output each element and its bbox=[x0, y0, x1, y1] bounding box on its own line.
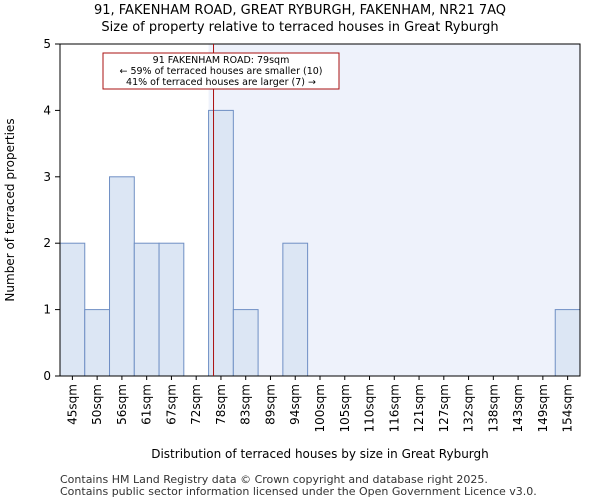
chart-title-line1: 91, FAKENHAM ROAD, GREAT RYBURGH, FAKENH… bbox=[93, 3, 507, 18]
chart-title-line2: Size of property relative to terraced ho… bbox=[101, 20, 499, 35]
bar-154sqm bbox=[554, 309, 581, 377]
bar-50sqm bbox=[84, 309, 111, 377]
y-tick-label-2: 2 bbox=[43, 236, 51, 250]
x-tick-label-132sqm: 132sqm bbox=[462, 384, 476, 432]
x-tick-label-138sqm: 138sqm bbox=[486, 384, 500, 432]
y-tick-label-1: 1 bbox=[43, 303, 51, 317]
footer-licence: Contains public sector information licen… bbox=[60, 485, 537, 498]
x-tick-label-100sqm: 100sqm bbox=[313, 384, 327, 432]
x-tick-label-83sqm: 83sqm bbox=[239, 384, 253, 425]
x-tick-label-78sqm: 78sqm bbox=[214, 384, 228, 425]
y-tick-label-0: 0 bbox=[43, 369, 51, 383]
x-tick-label-105sqm: 105sqm bbox=[338, 384, 352, 432]
x-tick-label-110sqm: 110sqm bbox=[363, 384, 377, 432]
bar-56sqm bbox=[109, 176, 135, 377]
x-tick-label-56sqm: 56sqm bbox=[115, 384, 129, 425]
bar-94sqm bbox=[282, 242, 309, 377]
footer-copyright: Contains HM Land Registry data © Crown c… bbox=[60, 473, 488, 486]
x-tick-label-149sqm: 149sqm bbox=[536, 384, 550, 432]
x-tick-label-127sqm: 127sqm bbox=[437, 384, 451, 432]
x-tick-label-94sqm: 94sqm bbox=[288, 384, 302, 425]
annotation-box bbox=[102, 52, 340, 90]
annotation-line-1: 91 FAKENHAM ROAD: 79sqm bbox=[153, 55, 290, 66]
x-tick-label-143sqm: 143sqm bbox=[511, 384, 525, 432]
x-tick-label-50sqm: 50sqm bbox=[90, 384, 104, 425]
x-tick-label-121sqm: 121sqm bbox=[412, 384, 426, 432]
x-tick-label-89sqm: 89sqm bbox=[263, 384, 277, 425]
x-tick-label-61sqm: 61sqm bbox=[140, 384, 154, 425]
y-tick-label-4: 4 bbox=[43, 103, 51, 117]
x-tick-label-45sqm: 45sqm bbox=[65, 384, 79, 425]
bar-67sqm bbox=[158, 242, 185, 377]
x-tick-label-67sqm: 67sqm bbox=[164, 384, 178, 425]
y-tick-label-3: 3 bbox=[43, 170, 51, 184]
bar-45sqm bbox=[59, 242, 86, 377]
bar-61sqm bbox=[133, 242, 160, 377]
bar-78sqm bbox=[208, 109, 234, 377]
x-axis-label: Distribution of terraced houses by size … bbox=[151, 447, 489, 461]
x-tick-label-154sqm: 154sqm bbox=[561, 384, 575, 432]
y-tick-label-5: 5 bbox=[43, 37, 51, 51]
x-tick-label-72sqm: 72sqm bbox=[189, 384, 203, 425]
x-tick-label-116sqm: 116sqm bbox=[387, 384, 401, 432]
annotation-line-2: ← 59% of terraced houses are smaller (10… bbox=[119, 66, 322, 77]
annotation-line-3: 41% of terraced houses are larger (7) → bbox=[126, 77, 316, 88]
y-axis-label: Number of terraced properties bbox=[3, 118, 17, 301]
bar-83sqm bbox=[232, 309, 259, 377]
highlight-region bbox=[208, 44, 581, 376]
bar-chart: 0 1 2 3 4 5 45sqm 50sqm 56sqm 61sqm 67sqm 72sqm 78sq… bbox=[3, 37, 581, 461]
